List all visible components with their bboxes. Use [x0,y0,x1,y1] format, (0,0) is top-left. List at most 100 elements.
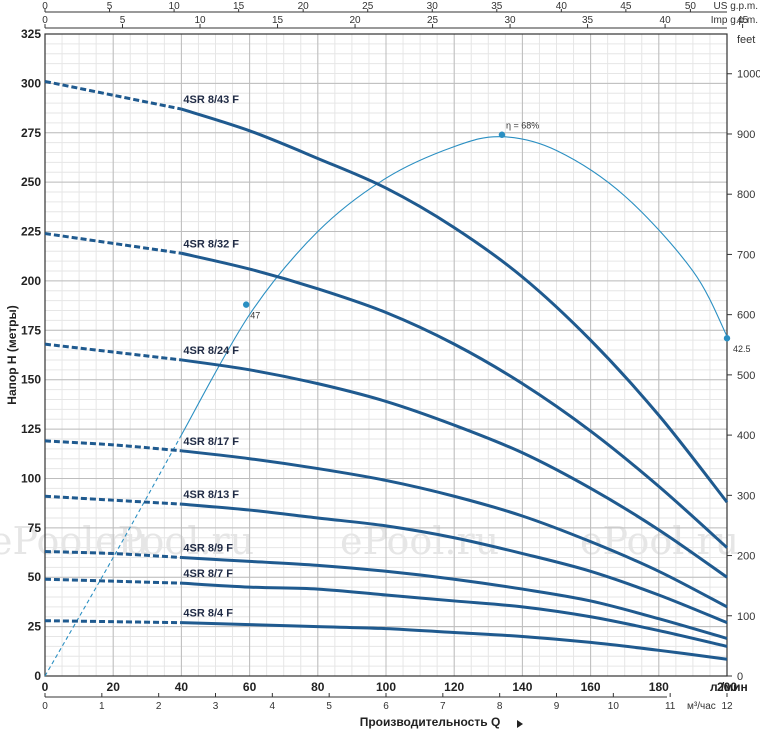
pump-curve [181,581,728,648]
labels: 4SR 8/43 F 4SR 8/32 F 4SR 8/24 F 4SR 8/17 F… [183,94,239,620]
feet-tick-label: 300 [737,490,755,502]
y-tick-label: 275 [21,126,41,140]
us-gpm-tick-label: 15 [233,1,245,12]
us-gpm-tick-label: 10 [169,1,181,12]
feet-tick-label: 400 [737,430,755,442]
us-gpm-tick-label: 5 [107,1,113,12]
feet-tick-label: 0 [737,671,743,683]
imp-gpm-tick-label: 45 [737,15,749,26]
x-unit-label: л /мин [710,680,748,694]
feet-tick-label: 100 [737,611,755,623]
pump-curve [181,502,728,625]
efficiency-marker [723,335,731,342]
imp-gpm-tick-label: 5 [120,15,126,26]
m3h-tick-label: 0 [42,701,48,712]
x-tick-label: 140 [512,680,532,694]
m3h-tick-label: 7 [440,701,446,712]
x-tick-label: 80 [311,680,325,694]
feet-tick-label: 600 [737,310,755,322]
y-tick-label: 50 [28,570,42,584]
y-tick-label: 25 [28,620,42,634]
pump-curve [181,251,729,549]
feet-tick-label: 200 [737,551,755,563]
m3h-unit-label: м³/час [687,701,716,712]
y-tick-label: 250 [21,175,41,189]
imp-gpm-tick-label: 20 [349,15,361,26]
m3h-tick-label: 1 [99,701,105,712]
pump-curve-dashed [44,619,182,625]
watermark-text: ePool.ru [580,519,739,563]
us-gpm-label: US g.p.m. [714,1,758,12]
us-gpm-tick-label: 40 [556,1,568,12]
imp-gpm-label: Imp g.p.m. [711,15,758,26]
plot-frame [44,33,728,677]
us-gpm-tick-label: 50 [685,1,697,12]
efficiency-marker-label: 47 [250,311,260,321]
pump-curve [181,358,728,579]
curve-label: 4SR 8/13 F [183,489,239,501]
us-gpm-tick-label: 30 [427,1,439,12]
y-tick-label: 325 [21,27,41,41]
efficiency-marker-label: 42.5 [733,344,751,354]
x-tick-label: 100 [376,680,396,694]
pump-curve [181,621,728,661]
imp-gpm-tick-label: 25 [427,15,439,26]
us-gpm-tick-label: 35 [491,1,503,12]
x-tick-label: 200 [717,680,737,694]
efficiency-curve-dashed [44,434,182,677]
pump-curve-dashed [44,232,182,255]
efficiency-curve: 47 η = 68% 42.5 [44,121,751,677]
pump-curve [181,555,728,640]
m3h-tick-label: 11 [665,701,676,712]
m3h-tick-label: 5 [326,701,332,712]
y-tick-label: 300 [21,76,41,90]
x-tick-label: 0 [42,680,49,694]
us-gpm-tick-label: 0 [42,1,48,12]
curve-label: 4SR 8/7 F [183,568,233,580]
x-axis-title: Производительность Q [360,715,501,729]
m3h-tick-label: 2 [156,701,162,712]
m3h-tick-label: 9 [554,701,560,712]
y-tick-label: 0 [34,669,41,683]
x-axis-arrow-icon [517,720,523,728]
feet-tick-label: 1000 [737,69,760,81]
y-tick-label: 225 [21,225,41,239]
curve-label: 4SR 8/4 F [183,608,233,620]
x-tick-label: 60 [243,680,257,694]
m3h-tick-label: 12 [721,701,733,712]
curve-label: 4SR 8/17 F [183,436,239,448]
imp-gpm-tick-label: 15 [272,15,284,26]
x-tick-label: 120 [444,680,464,694]
pump-curve-dashed [44,550,182,559]
imp-gpm-tick-label: 40 [660,15,672,26]
pump-curve-dashed [44,439,182,453]
efficiency-marker [498,131,506,138]
m3h-tick-label: 8 [497,701,503,712]
pump-curve-dashed [44,342,182,362]
us-gpm-tick-label: 20 [298,1,310,12]
m3h-tick-label: 3 [213,701,219,712]
feet-tick-label: 900 [737,129,755,141]
curve-label: 4SR 8/9 F [183,542,233,554]
x-tick-label: 20 [107,680,121,694]
y-tick-label: 175 [21,323,41,337]
y-tick-label: 150 [21,373,41,387]
us-gpm-tick-label: 45 [620,1,632,12]
y-tick-label: 200 [21,274,41,288]
watermark-text: ePool.ru [0,519,149,563]
y-tick-label: 75 [28,521,42,535]
pump-curve-dashed [44,577,182,585]
grid [44,33,728,677]
m3h-tick-label: 10 [608,701,620,712]
efficiency-curve-solid [180,136,728,436]
y-tick-label: 125 [21,422,41,436]
m3h-tick-label: 4 [270,701,276,712]
imp-gpm-tick-label: 10 [194,15,206,26]
x-tick-label: 160 [581,680,601,694]
pump-curve [180,107,729,504]
imp-gpm-tick-label: 30 [505,15,517,26]
efficiency-marker [242,301,250,308]
efficiency-marker-label: η = 68% [506,121,539,131]
pump-curve-dashed [44,494,182,506]
